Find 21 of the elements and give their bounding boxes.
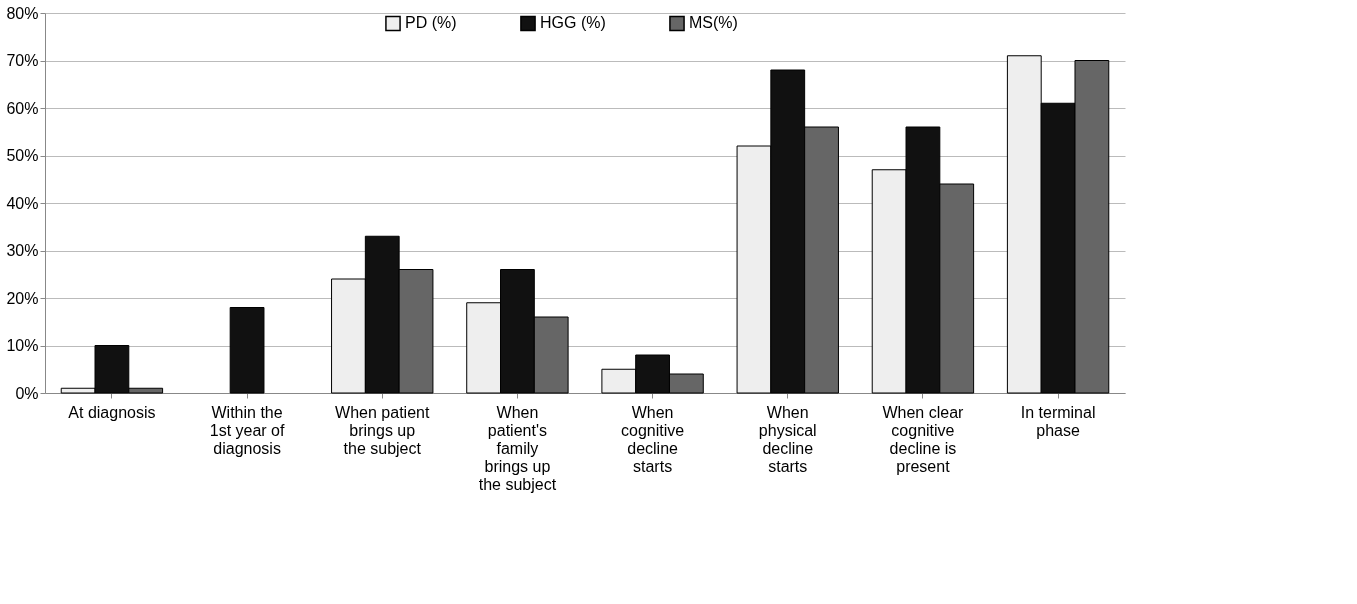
x-tick-label: In terminal phase <box>1020 403 1096 439</box>
x-tick-label: When clear cognitive decline is present <box>882 403 965 475</box>
y-tick-label: 80% <box>6 4 39 22</box>
x-tick-label: When physical decline starts <box>758 403 817 475</box>
y-tick-label: 10% <box>6 337 39 354</box>
x-tick-label: When patient brings up the subject <box>335 403 430 457</box>
y-tick-label: 30% <box>6 242 39 259</box>
y-tick-label: 50% <box>6 147 39 164</box>
x-tick-label: Within the 1st year of diagnosis <box>209 403 285 457</box>
bar <box>229 307 265 394</box>
y-tick-label: 20% <box>6 289 39 307</box>
legend-label: MS(%) <box>689 14 738 32</box>
x-tick-label: When patient's family brings up the subject <box>478 403 557 493</box>
x-tick-label: At diagnosis <box>68 403 156 421</box>
legend-label: PD (%) <box>405 14 457 32</box>
y-tick-label: 40% <box>6 194 39 212</box>
x-tick-label: When cognitive decline starts <box>621 403 685 475</box>
y-tick-label: 60% <box>6 99 39 117</box>
y-tick-label: 0% <box>15 384 39 402</box>
legend-label: HGG (%) <box>540 14 606 32</box>
y-tick-label: 70% <box>6 52 39 69</box>
